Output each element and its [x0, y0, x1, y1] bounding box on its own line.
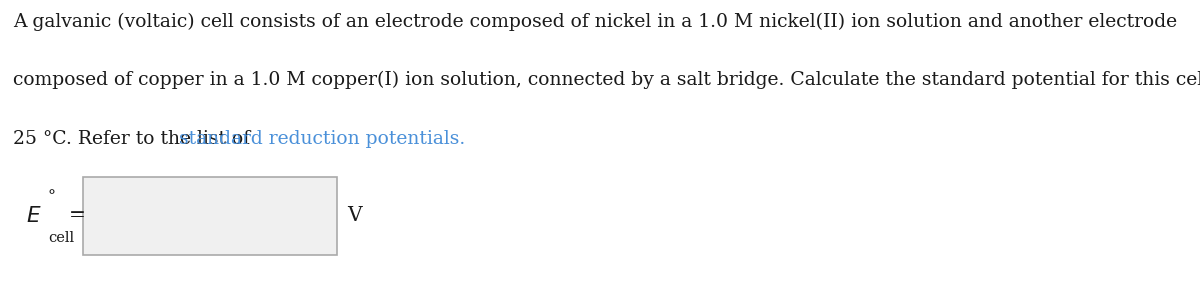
- Text: standard reduction potentials.: standard reduction potentials.: [179, 129, 466, 148]
- Text: °: °: [48, 188, 56, 205]
- Text: composed of copper in a 1.0 M copper(I) ion solution, connected by a salt bridge: composed of copper in a 1.0 M copper(I) …: [13, 71, 1200, 89]
- Text: =: =: [70, 206, 86, 226]
- FancyBboxPatch shape: [83, 177, 337, 255]
- Text: 25 °C. Refer to the list of: 25 °C. Refer to the list of: [13, 129, 257, 148]
- Text: V: V: [348, 206, 362, 226]
- Text: A galvanic (voltaic) cell consists of an electrode composed of nickel in a 1.0 M: A galvanic (voltaic) cell consists of an…: [13, 13, 1177, 31]
- Text: $E$: $E$: [26, 205, 42, 227]
- Text: cell: cell: [48, 231, 74, 245]
